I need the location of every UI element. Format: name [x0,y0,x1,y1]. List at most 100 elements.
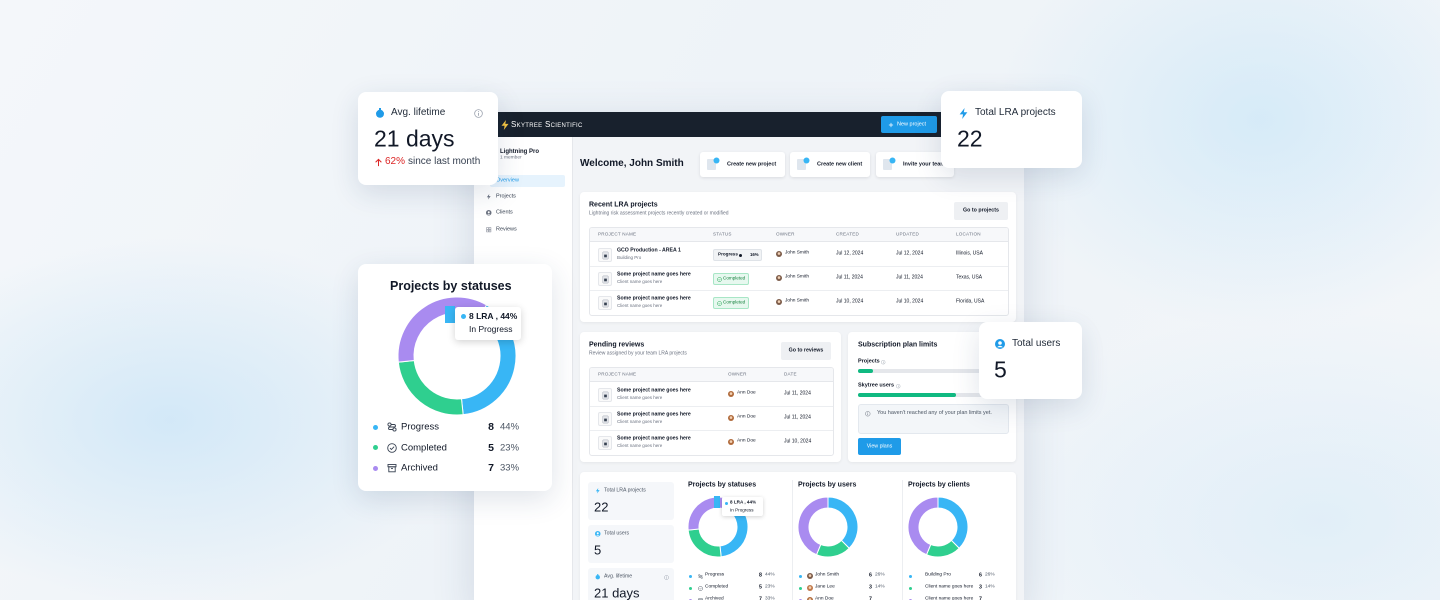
icon [716,276,722,282]
donut-segment [815,539,850,558]
go-to-reviews-button[interactable]: Go to reviews [781,342,831,360]
avatar-face [729,392,733,395]
column-header: STATUS [713,231,732,237]
action-badge [803,157,810,164]
route-a [697,573,700,576]
view-plans-button[interactable]: View plans [858,438,901,455]
stat-label: Avg. lifetime [604,573,633,580]
legend-dot [373,445,378,450]
table: PROJECT NAME STATUS OWNER CREATED UPDATED LOC… [589,227,1009,316]
check-ring [387,442,397,453]
nav-item[interactable]: Reviews [496,226,517,233]
location: Florida, USA [956,298,985,305]
avatar [807,573,813,579]
doc-lines [603,418,607,421]
icon [895,383,901,389]
nav-highlight [490,175,565,187]
brand-name: Skytree Scientific [511,120,583,129]
change-text: since last month [408,156,481,167]
quick-action-button[interactable]: Create new project [700,152,785,177]
status-badge: Completed [713,297,749,309]
bolt-shape [596,488,600,494]
client-name: Client name goes here [617,418,663,424]
total-users-card: Total users 5 [979,322,1082,399]
tooltip-dot [461,313,466,319]
nav-item[interactable]: Overview [496,177,519,184]
panel-title: Subscription plan limits [858,341,938,349]
legend-label: Completed [401,441,447,453]
legend-count: 3 [869,584,872,591]
donut-chart [907,496,969,558]
chart-title: Projects by users [798,481,857,489]
legend-count: 7 [869,596,872,600]
limit-track [858,369,1008,373]
project-thumbnail [598,412,612,426]
action-doc [883,159,892,170]
status-progress: 16% [750,251,759,257]
icon [602,299,608,307]
legend-label: Client name goes here [925,596,974,600]
drop-cap [379,108,381,110]
legend-label: Progress [401,421,440,433]
column-header: LOCATION [956,231,981,237]
legend-label: Ann Doe [815,596,834,600]
owner-name: Ann Doe [737,438,756,444]
summary-panel: Total LRA projects 22 Total users 5 Avg. lif… [580,472,1016,600]
icon [596,488,600,494]
status-label: Completed [723,299,746,305]
legend-count: 3 [979,584,982,591]
action-doc [797,159,806,170]
legend-label: Archived [401,462,438,474]
column-header: OWNER [776,231,795,237]
tooltip-title: 8 LRA , 44% [730,499,757,505]
panel-subtitle: Review assigned by your team LRA project… [589,350,687,357]
avatar [728,439,734,445]
legend-count: 7 [488,461,494,474]
go-to-projects-button[interactable]: Go to projects [954,202,1008,220]
new-project-button[interactable]: New project [881,116,937,133]
status-label: Progress [718,251,738,257]
review-date: Jul 11, 2024 [784,390,811,397]
legend-label: John Smith [815,572,839,578]
legend-count: 8 [488,420,494,433]
legend-percent: 33% [500,462,520,474]
legend-count: 6 [869,572,872,579]
icon [697,598,703,600]
user-body [487,213,491,215]
icon [486,210,492,216]
icon [374,158,382,166]
tooltip-dot [725,501,728,505]
workspace-name: Lightning Pro [500,149,539,155]
info-bar [477,112,479,116]
project-name: Some project name goes here [617,410,691,417]
action-icon [797,157,810,170]
nav-item[interactable]: Clients [496,209,513,216]
card-title: Projects by statuses [390,278,512,293]
column-header: OWNER [728,371,747,377]
avatar [776,275,782,281]
user-body [997,345,1003,348]
status-label: Completed [723,275,746,281]
project-thumbnail [598,296,612,310]
panel-title: Pending reviews [589,341,645,349]
avatar-face [729,440,733,443]
nav-item[interactable]: Projects [496,193,516,200]
donut-segment [907,496,939,556]
legend-percent: 14% [985,584,995,590]
route-a [387,422,392,427]
info-dot [867,412,869,414]
welcome-heading: Welcome, John Smith [580,158,684,169]
tooltip-subtitle: In Progress [730,507,754,513]
project-thumbnail [598,248,612,262]
icon [602,415,608,423]
legend-percent: 23% [765,584,775,590]
info-ring [895,383,901,389]
legend-count: 5 [759,584,762,591]
client-name: Client name goes here [617,442,663,448]
doc-lines [603,394,607,397]
quick-action-button[interactable]: Create new client [790,152,870,177]
row-divider [590,290,1008,291]
up-arrow [374,158,382,166]
tooltip: 8 LRA , 44% In Progress [455,307,521,340]
chart-divider [902,480,903,600]
